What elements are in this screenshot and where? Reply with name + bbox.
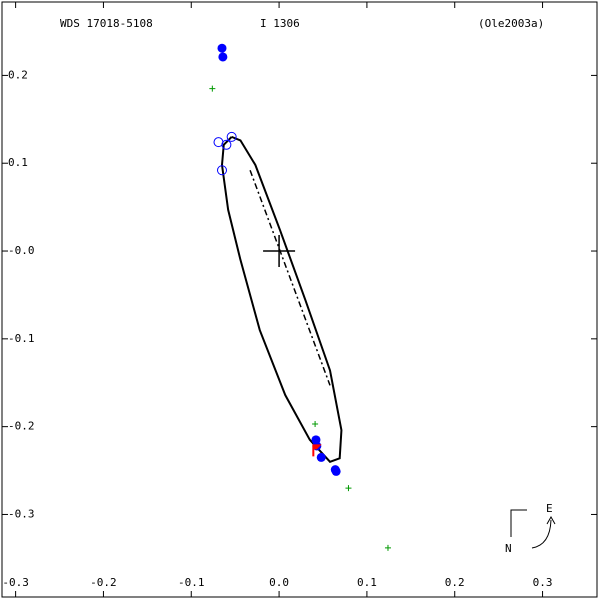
x-tick-label: -0.2 [90, 576, 117, 589]
y-tick-label: 0.1 [8, 156, 28, 169]
compass-arrow [531, 519, 552, 549]
x-tick-label: -0.3 [2, 576, 29, 589]
periastron-flag [312, 444, 322, 457]
x-tick-label: -0.1 [178, 576, 205, 589]
compass-axes [510, 509, 527, 537]
x-tick-label: 0.1 [357, 576, 377, 589]
x-tick-label: 0.0 [269, 576, 289, 589]
observation [218, 52, 228, 62]
x-tick-label: 0.3 [533, 576, 553, 589]
y-tick-label: -0.2 [8, 420, 35, 433]
y-tick-label: -0.1 [8, 332, 35, 345]
x-tick-label: 0.2 [445, 576, 465, 589]
observation-plus [209, 85, 216, 92]
compass-arrowhead [546, 515, 556, 525]
observation-open [216, 165, 227, 176]
observation [217, 43, 227, 53]
y-tick-label: -0.0 [8, 244, 35, 257]
y-tick-label: 0.2 [8, 68, 28, 81]
observation-open [226, 131, 237, 142]
observation [331, 466, 341, 476]
header-left: WDS 17018-5108 [60, 17, 153, 30]
compass-east: E [546, 502, 553, 515]
y-tick-label: -0.3 [8, 507, 35, 520]
orbit [220, 135, 343, 463]
observation-open [221, 139, 232, 150]
primary-star [263, 235, 296, 268]
header-right: (Ole2003a) [478, 17, 544, 30]
observation [316, 452, 326, 462]
line-of-nodes [249, 169, 331, 386]
compass-north: N [505, 542, 512, 555]
header-center: I 1306 [260, 17, 300, 30]
observation-plus [312, 421, 319, 428]
observation-plus [384, 544, 391, 551]
observation-plus [345, 485, 352, 492]
